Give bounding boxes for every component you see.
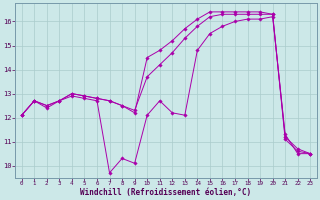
X-axis label: Windchill (Refroidissement éolien,°C): Windchill (Refroidissement éolien,°C) <box>80 188 252 197</box>
